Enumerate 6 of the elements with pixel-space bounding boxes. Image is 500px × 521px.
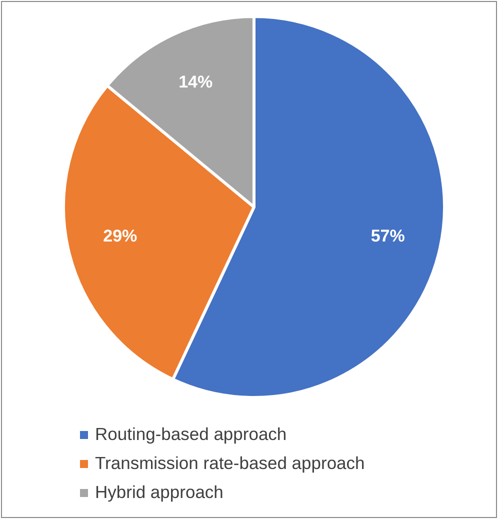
- legend-label: Hybrid approach: [95, 482, 224, 503]
- legend-label: Routing-based approach: [95, 424, 287, 445]
- data-label: 14%: [178, 72, 213, 92]
- legend-label: Transmission rate-based approach: [95, 453, 365, 474]
- data-label: 57%: [370, 226, 405, 246]
- data-label: 29%: [103, 226, 138, 246]
